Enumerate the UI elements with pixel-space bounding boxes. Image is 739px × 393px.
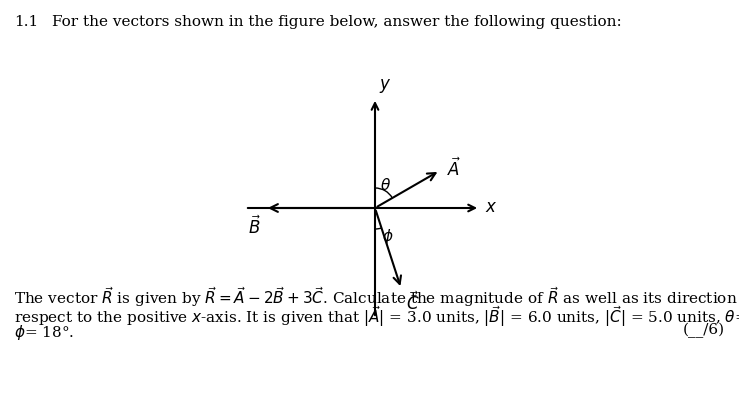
Text: The vector $\vec{R}$ is given by $\vec{R} = \vec{A} - 2\vec{B} + 3\vec{C}$. Calc: The vector $\vec{R}$ is given by $\vec{R… [14,285,739,309]
Text: $\vec{C}$: $\vec{C}$ [406,292,420,314]
Text: $\vec{B}$: $\vec{B}$ [248,216,261,239]
Text: $\theta$: $\theta$ [381,178,392,193]
Text: $\phi$: $\phi$ [382,227,393,246]
Text: $\phi$= 18°.: $\phi$= 18°. [14,323,74,342]
Text: 1.1: 1.1 [14,15,38,29]
Text: (__/6): (__/6) [683,323,725,338]
Text: For the vectors shown in the figure below, answer the following question:: For the vectors shown in the figure belo… [52,15,621,29]
Text: $\vec{A}$: $\vec{A}$ [447,157,461,180]
Text: $y$: $y$ [379,77,392,95]
Text: $x$: $x$ [485,200,497,217]
Text: respect to the positive $x$-axis. It is given that $|\vec{A}|$ = 3.0 units, $|\v: respect to the positive $x$-axis. It is … [14,304,739,329]
